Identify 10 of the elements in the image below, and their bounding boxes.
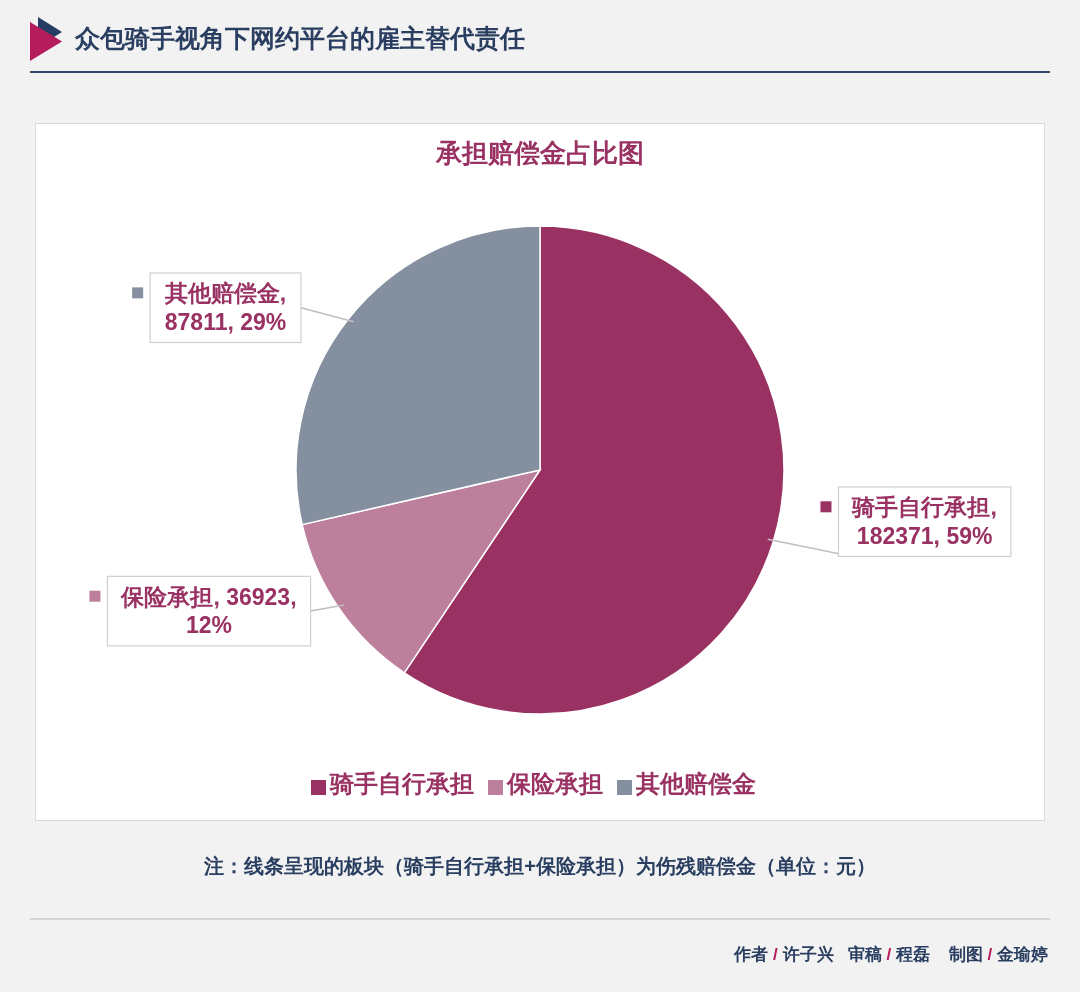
- text: 作者 / 许子兴 审稿 / 程磊 制图 / 金瑜婷: [734, 944, 1048, 966]
- data-label: 骑手自行承担, 182371, 59%: [851, 494, 997, 550]
- text: 注：线条呈现的板块（骑手自行承担+保险承担）为伤残赔偿金（单位：元）: [203, 854, 877, 879]
- data-label: 保险承担, 36923, 12%: [120, 583, 297, 639]
- legend-label: 骑手自行承担: [329, 770, 474, 797]
- legend-label: 保险承担: [506, 770, 603, 797]
- legend-label: 其他赔偿金: [635, 770, 756, 797]
- data-label: 其他赔偿金, 87811, 29%: [163, 280, 287, 336]
- chart-title: 众包骑手视角下网约平台的雇主替代责任: [75, 23, 525, 54]
- chart-subtitle: 承担赔偿金占比图: [434, 137, 645, 170]
